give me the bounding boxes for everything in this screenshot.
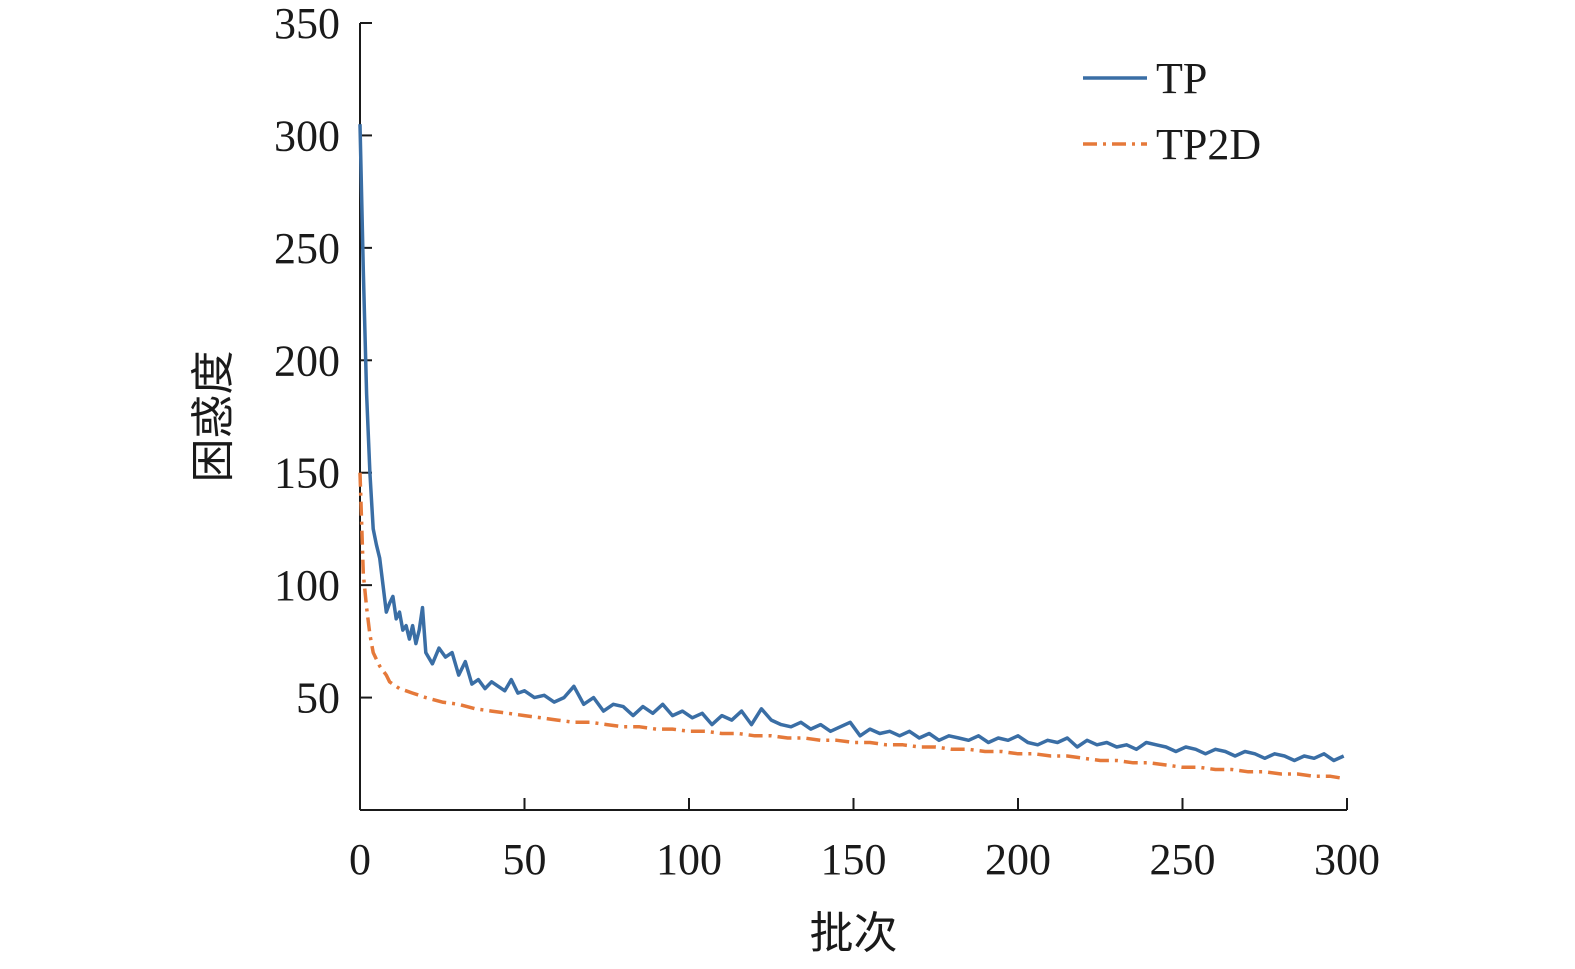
x-tick-label: 250 xyxy=(1150,835,1216,884)
x-tick-label: 0 xyxy=(349,835,371,884)
series-line-tp2d xyxy=(358,472,1344,781)
y-tick-label: 100 xyxy=(274,561,340,610)
y-tick-label: 200 xyxy=(274,336,340,385)
x-tick-label: 200 xyxy=(985,835,1051,884)
y-tick-label: 250 xyxy=(274,224,340,273)
ticks: 0 50 100 150 200 250 300 50 100 150 200 250 300 350 xyxy=(274,0,1380,884)
y-tick-label: 50 xyxy=(296,674,340,723)
legend: TP TP2D xyxy=(1083,54,1261,169)
x-tick-label: 50 xyxy=(503,835,547,884)
x-tick-label: 150 xyxy=(821,835,887,884)
x-tick-label: 300 xyxy=(1314,835,1380,884)
y-axis-title: 困惑度 xyxy=(188,351,239,483)
y-tick-label: 350 xyxy=(274,0,340,48)
y-tick-label: 150 xyxy=(274,449,340,498)
y-tick-label: 300 xyxy=(274,111,340,160)
legend-label-tp: TP xyxy=(1156,54,1207,103)
legend-label-tp2d: TP2D xyxy=(1156,120,1261,169)
x-tick-label: 100 xyxy=(656,835,722,884)
plot-area xyxy=(358,124,1345,781)
x-axis-title: 批次 xyxy=(810,908,898,959)
series-line-tp xyxy=(358,124,1345,763)
